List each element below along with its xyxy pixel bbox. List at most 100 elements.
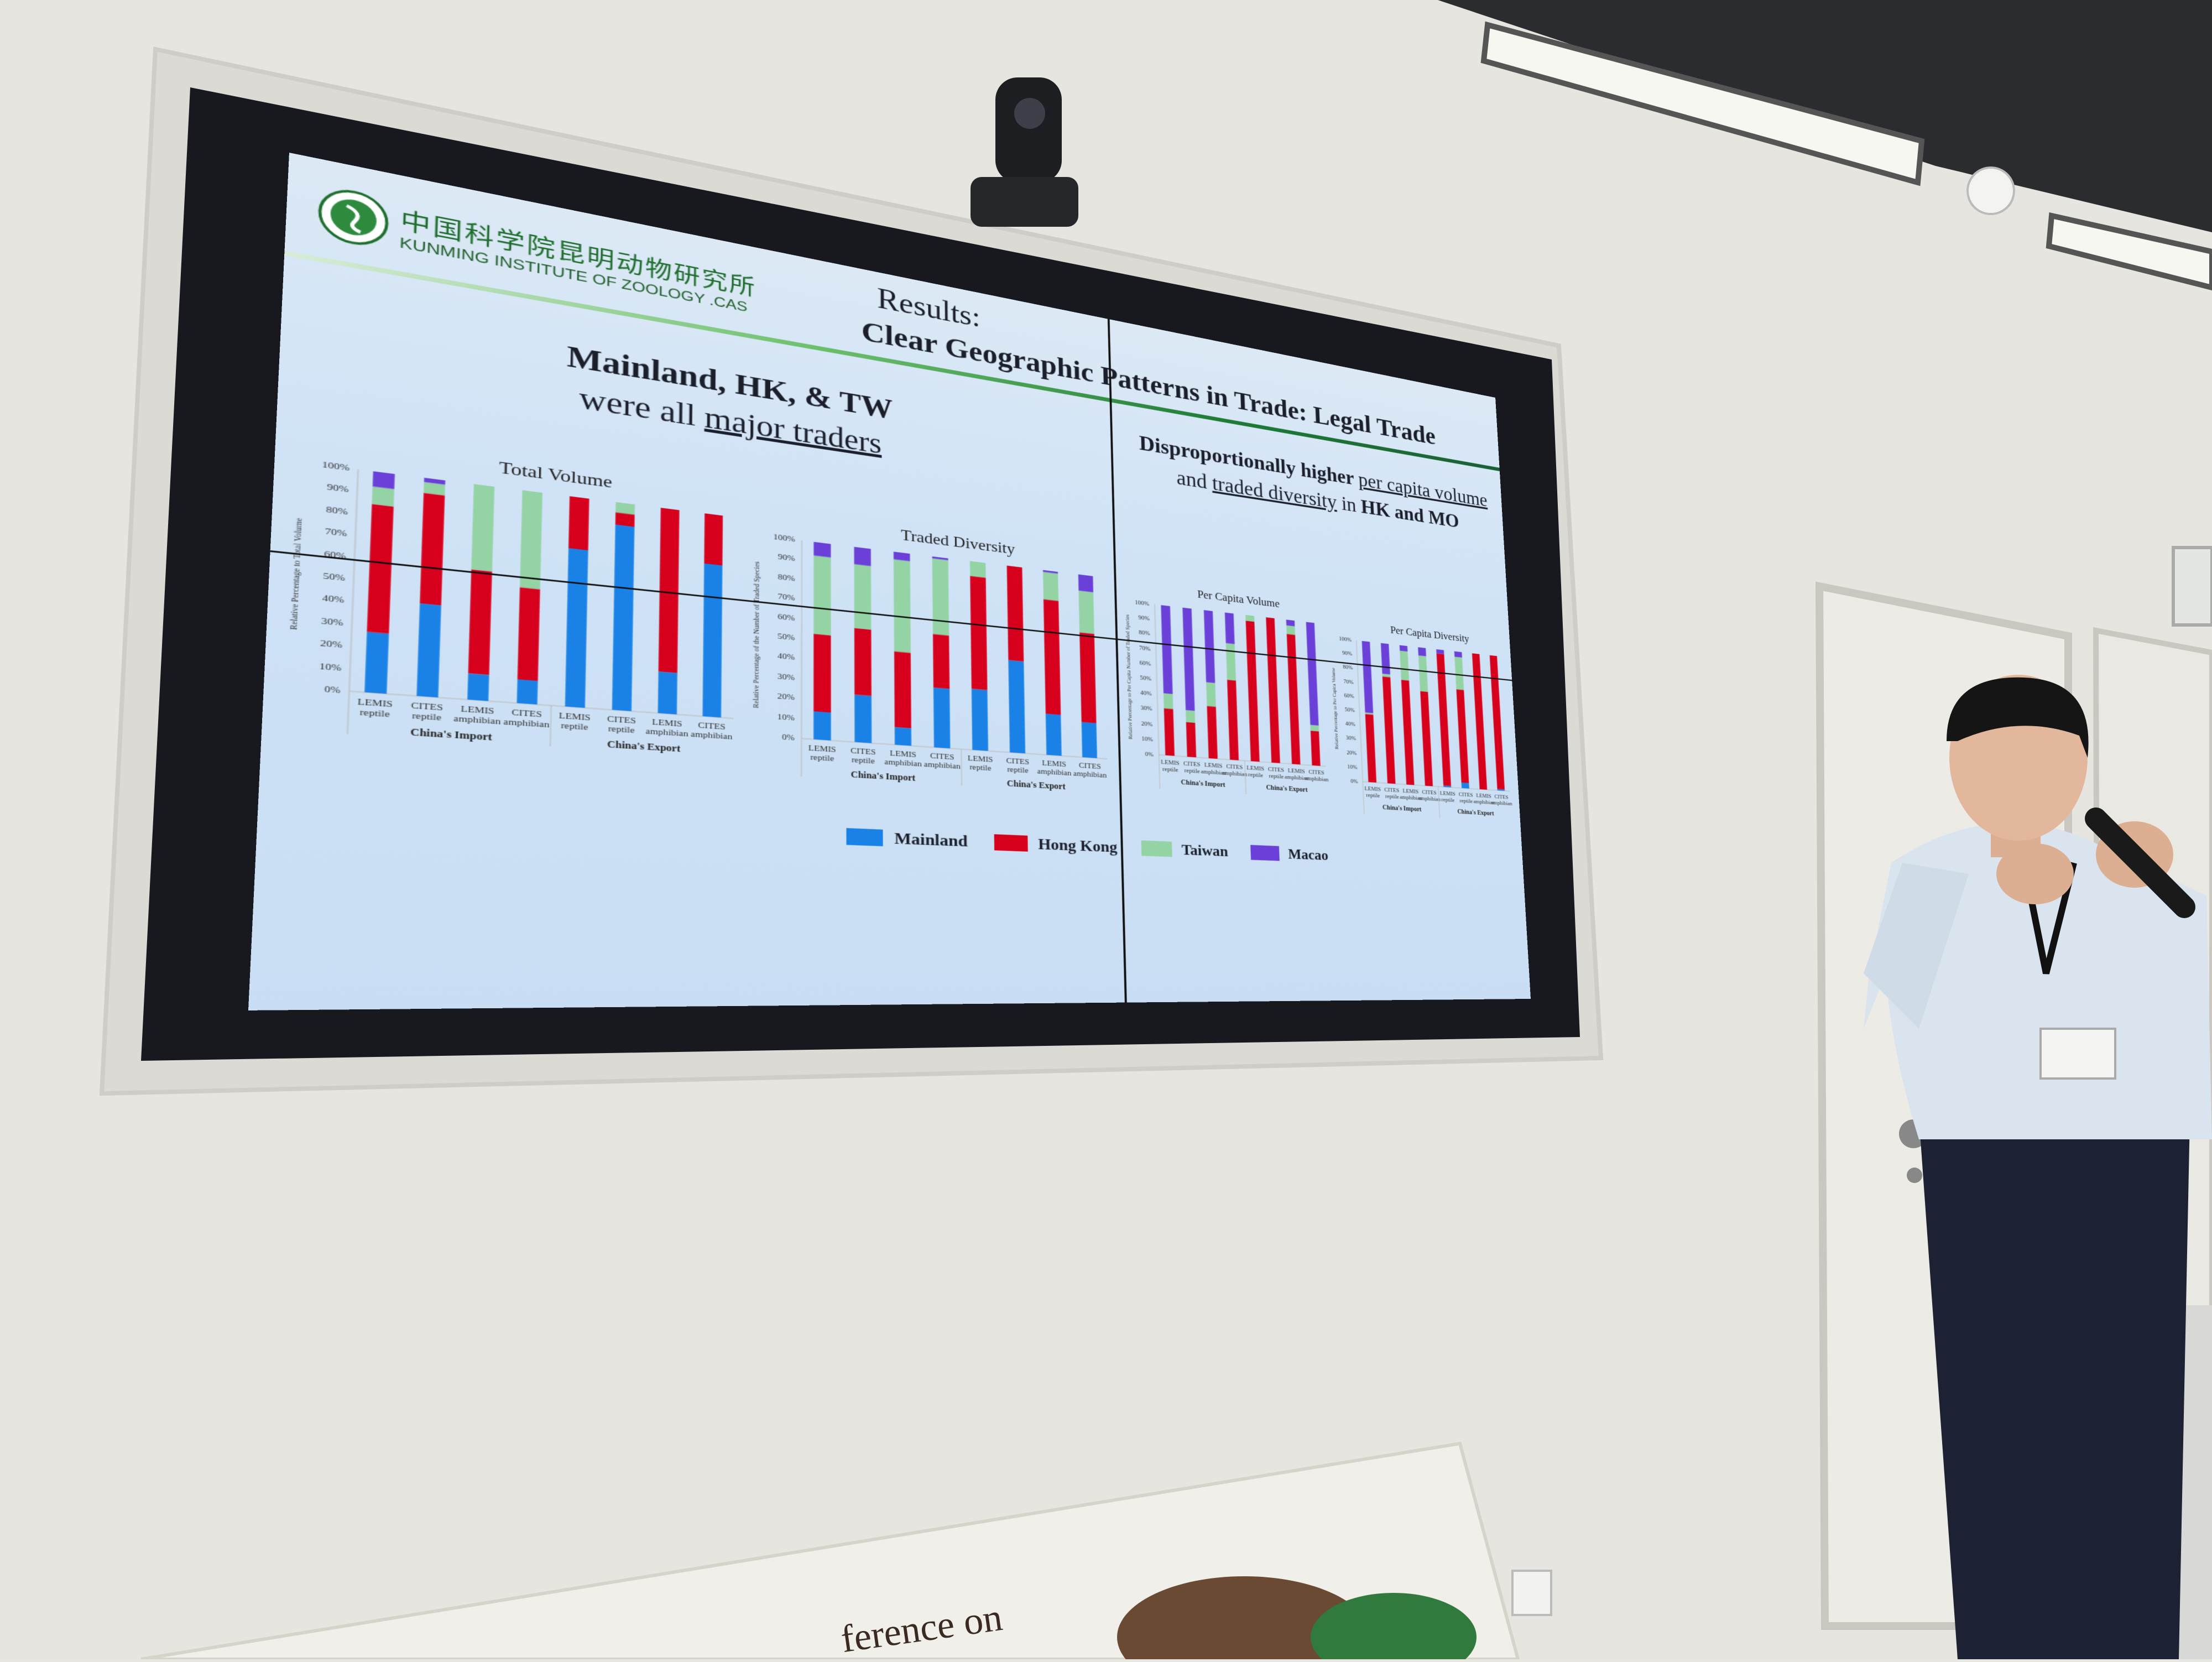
- y-tick-label: 70%: [325, 527, 347, 539]
- y-tick-label: 0%: [324, 684, 341, 696]
- x-tick-label-taxon: reptile: [608, 724, 635, 736]
- bar-segment-hong-kong: [1489, 655, 1505, 790]
- legend-item-taiwan: Taiwan: [1141, 839, 1228, 861]
- group-label: China's Import: [1383, 804, 1422, 813]
- y-tick-label: 40%: [1140, 689, 1152, 697]
- bar-segment-mainland: [467, 673, 489, 701]
- bar-segment-macao: [1161, 605, 1173, 694]
- y-tick-label: 10%: [319, 661, 342, 673]
- bar-segment-hong-kong: [1382, 676, 1396, 784]
- bar-segment-taiwan: [1286, 625, 1295, 635]
- y-tick-label: 10%: [1141, 734, 1153, 743]
- x-tick-label-source: CITES: [1079, 761, 1101, 771]
- bar-segment-hong-kong: [468, 569, 492, 675]
- ceiling-light: [1480, 21, 1925, 186]
- x-tick-label-taxon: amphibian: [884, 757, 922, 768]
- bar-segment-hong-kong: [854, 628, 872, 696]
- x-tick-label-source: CITES: [512, 707, 542, 720]
- bar-segment-hong-kong: [1043, 599, 1061, 715]
- bar-segment-taiwan: [471, 484, 495, 572]
- bar-segment-hong-kong: [1472, 653, 1488, 790]
- bar-segment-taiwan: [1225, 643, 1236, 681]
- group-label: China's Export: [1457, 808, 1494, 817]
- x-tick-label-taxon: reptile: [1269, 772, 1284, 780]
- turtle-illustration: [1311, 1593, 1477, 1659]
- institute-logo: 中国科学院昆明动物研究所 KUNMING INSTITUTE OF ZOOLOG…: [316, 183, 757, 319]
- y-tick-label: 30%: [1346, 734, 1357, 742]
- chart-total-volume: Total Volume Relative Percentage to Total…: [288, 457, 740, 754]
- x-tick-label-source: LEMIS: [357, 697, 393, 710]
- x-tick-label-source: CITES: [607, 714, 636, 726]
- group-label: China's Import: [410, 727, 493, 743]
- bar-segment-mainland: [517, 679, 538, 705]
- y-tick-label: 50%: [323, 571, 345, 583]
- x-tick-label-taxon: reptile: [1441, 796, 1454, 803]
- bar-segment-taiwan: [520, 490, 542, 590]
- bar-segment-macao: [1418, 647, 1426, 657]
- legend-swatch: [846, 828, 883, 847]
- x-tick-label-taxon: amphibian: [1222, 769, 1248, 778]
- bar-segment-mainland: [416, 603, 441, 698]
- bar-segment-hong-kong: [1227, 680, 1239, 760]
- group-divider: [961, 749, 962, 786]
- x-tick-label-taxon: reptile: [969, 763, 991, 773]
- bar-segment-mainland: [1461, 782, 1469, 789]
- legend-label: Hong Kong: [1037, 835, 1118, 856]
- y-tick-label: 90%: [1342, 649, 1353, 657]
- right-subtitle-prefix: and: [1176, 465, 1213, 494]
- x-tick-label-source: CITES: [1459, 791, 1473, 798]
- bar-segment-hong-kong: [813, 634, 831, 713]
- y-axis-label: Relative Percentage to Total Volume: [288, 517, 304, 630]
- bar-segment-taiwan: [1245, 614, 1255, 622]
- y-tick-label: 50%: [1140, 674, 1151, 682]
- x-tick-label-source: LEMIS: [808, 743, 836, 754]
- y-tick-label: 0%: [1350, 778, 1358, 785]
- y-tick-label: 40%: [778, 652, 795, 662]
- y-axis-label: Relative Percentage of the Number of Tra…: [751, 561, 761, 708]
- bar-segment-mainland: [612, 524, 635, 711]
- bar-segment-hong-kong: [704, 513, 723, 566]
- bar-segment-hong-kong: [1006, 565, 1024, 662]
- y-tick-label: 30%: [1141, 704, 1152, 712]
- x-tick-label-source: CITES: [1183, 760, 1201, 768]
- bar-segment-hong-kong: [970, 576, 988, 690]
- x-tick-label-source: CITES: [1494, 793, 1509, 800]
- x-tick-label-source: LEMIS: [1042, 758, 1066, 768]
- y-tick-label: 90%: [327, 482, 349, 495]
- y-axis: [347, 470, 358, 734]
- legend-label: Mainland: [894, 829, 968, 851]
- bar-segment-taiwan: [813, 555, 831, 636]
- bar-segment-mainland: [1045, 713, 1062, 756]
- y-tick-label: 100%: [1135, 598, 1150, 607]
- y-tick-label: 100%: [322, 460, 350, 473]
- legend-label: Taiwan: [1181, 840, 1229, 860]
- bar-segment-mainland: [933, 687, 951, 749]
- x-tick-label-source: LEMIS: [1364, 785, 1381, 793]
- bar-segment-hong-kong: [1266, 617, 1280, 763]
- bar-segment-hong-kong: [933, 634, 950, 689]
- bar-segment-hong-kong: [1186, 722, 1197, 758]
- y-tick-label: 30%: [778, 671, 795, 682]
- bar-segment-taiwan: [424, 482, 445, 496]
- chart-title: Total Volume: [499, 457, 612, 492]
- bar-segment-taiwan: [854, 564, 872, 630]
- legend-label: Macao: [1287, 845, 1329, 864]
- bar-segment-hong-kong: [367, 504, 394, 634]
- chart-per-capita-volume: Per Capita Volume Relative Percentage to …: [1124, 588, 1329, 817]
- bar-segment-taiwan: [969, 561, 986, 578]
- bar-segment-taiwan: [932, 558, 950, 636]
- bar-segment-taiwan: [372, 486, 394, 507]
- x-tick-label-taxon: amphibian: [1400, 794, 1422, 801]
- y-axis-label: Relative Percentage to Per Capica Volume: [1331, 668, 1339, 749]
- y-tick-label: 70%: [778, 592, 795, 603]
- bar-segment-taiwan: [894, 559, 911, 653]
- bar-segment-mainland: [565, 548, 588, 708]
- x-tick-label-source: CITES: [1226, 763, 1243, 771]
- bar-segment-macao: [1224, 612, 1235, 644]
- y-tick-label: 100%: [1339, 635, 1352, 643]
- smoke-detector: [1966, 166, 2015, 215]
- turtle-illustration: [1117, 1576, 1371, 1659]
- bar-segment-macao: [813, 541, 831, 558]
- chart-legend: Mainland Hong Kong Taiwan Macao: [846, 826, 1329, 864]
- x-tick-label-taxon: reptile: [1184, 767, 1200, 775]
